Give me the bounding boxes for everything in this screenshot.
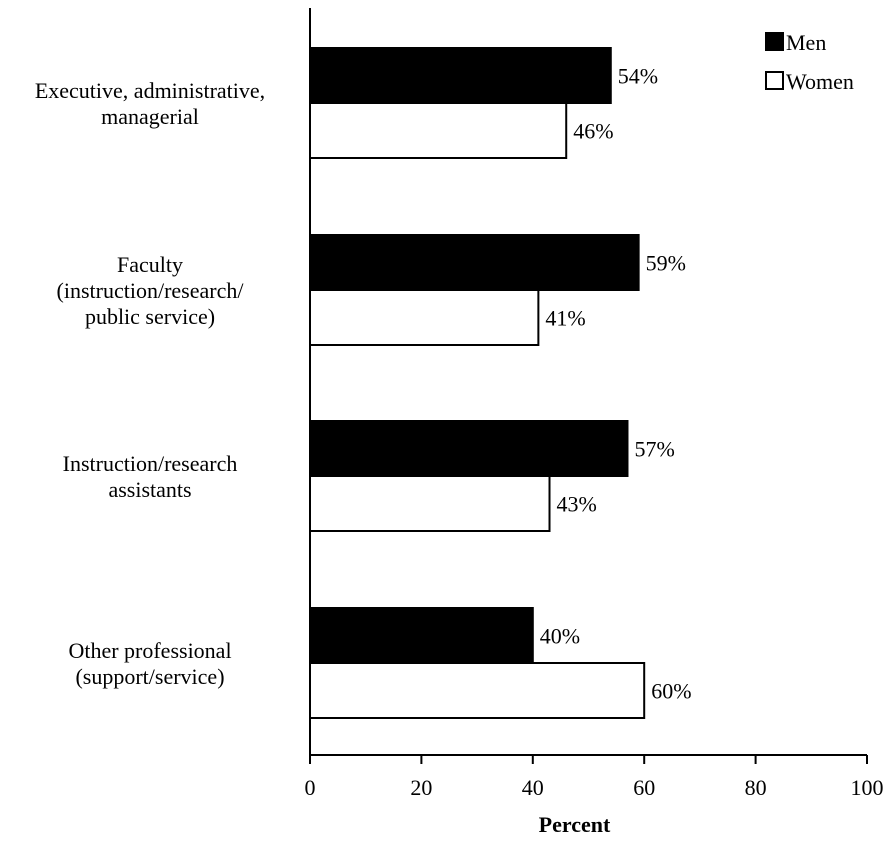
category-label-1: Faculty (instruction/research/public serv… (57, 252, 245, 329)
category-label-line: (support/service) (75, 664, 224, 689)
legend-label-men: Men (786, 30, 826, 55)
category-label-2: Instruction/research assistants (63, 451, 238, 502)
category-label-0: Executive, administrative, managerial (35, 78, 265, 129)
legend-label-women: Women (786, 69, 854, 94)
category-label-line: managerial (101, 104, 199, 129)
bar-men-0 (309, 47, 612, 104)
value-label-women-2: 43% (557, 492, 597, 517)
value-label-men-2: 57% (634, 437, 674, 462)
x-tick-label-1: 20 (410, 775, 432, 800)
x-ticks: 0 20 40 60 80 100 (305, 755, 884, 800)
value-label-men-1: 59% (646, 251, 686, 276)
category-label-line: (instruction/research/ (57, 278, 245, 303)
x-axis-title: Percent (539, 812, 611, 837)
x-tick-label-4: 80 (745, 775, 767, 800)
category-label-line: assistants (108, 477, 191, 502)
value-label-men-3: 40% (540, 624, 580, 649)
value-labels: 54% 59% 57% 40% 46% 41% 43% 60% (540, 64, 692, 704)
value-label-women-3: 60% (651, 679, 691, 704)
bar-men-2 (309, 420, 629, 477)
x-tick-label-5: 100 (851, 775, 884, 800)
x-tick-label-0: 0 (305, 775, 316, 800)
bar-women-0 (309, 102, 568, 159)
legend: Men Women (765, 30, 854, 94)
value-label-men-0: 54% (618, 64, 658, 89)
category-label-line: Executive, administrative, (35, 78, 265, 103)
category-label-3: Other professional (support/service) (68, 638, 231, 689)
category-label-line: Faculty (117, 252, 183, 277)
category-label-line: Instruction/research (63, 451, 238, 476)
category-label-line: Other professional (68, 638, 231, 663)
value-label-women-0: 46% (573, 119, 613, 144)
legend-swatch-men (765, 32, 784, 51)
category-labels: Executive, administrative, managerial Facu… (35, 78, 265, 689)
bar-women-1 (309, 289, 540, 346)
axes (309, 8, 867, 756)
bars (309, 47, 646, 719)
bar-men-3 (309, 607, 534, 664)
bar-men-1 (309, 234, 640, 291)
value-label-women-1: 41% (545, 306, 585, 331)
x-tick-label-2: 40 (522, 775, 544, 800)
x-tick-label-3: 60 (633, 775, 655, 800)
category-label-line: public service) (85, 304, 215, 329)
bar-women-3 (309, 662, 646, 719)
legend-swatch-women (765, 71, 784, 90)
bar-women-2 (309, 475, 551, 532)
